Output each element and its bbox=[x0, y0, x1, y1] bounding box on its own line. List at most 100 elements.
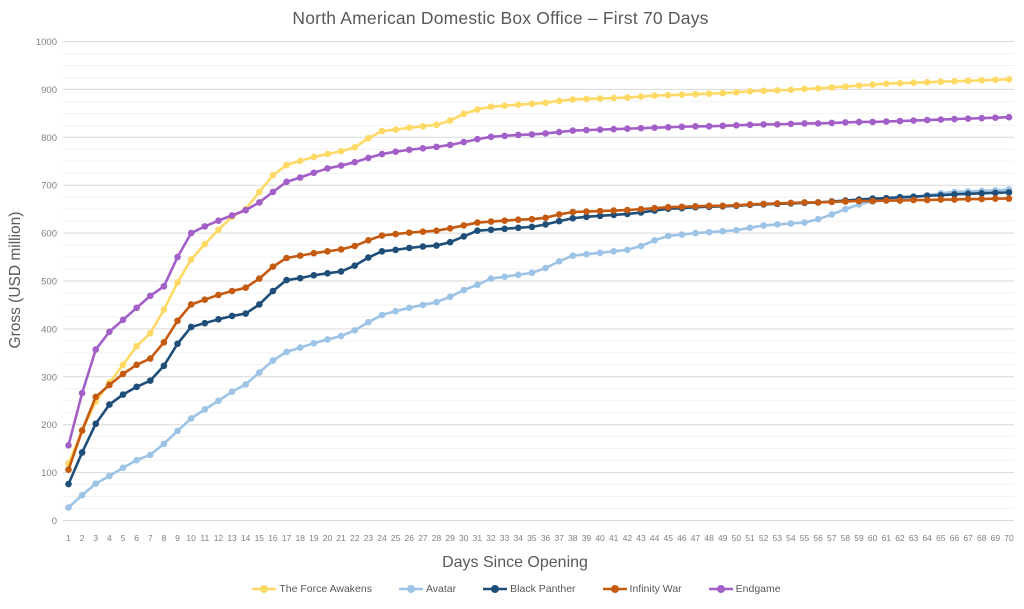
point-infinity-war-day-43 bbox=[637, 205, 645, 213]
point-infinity-war-day-32 bbox=[487, 218, 495, 225]
point-avatar-day-17 bbox=[283, 348, 290, 356]
point-avatar-day-10 bbox=[187, 415, 195, 422]
point-black-panther-day-38 bbox=[569, 214, 577, 222]
x-tick-label: 13 bbox=[227, 533, 237, 543]
point-the-force-awakens-day-62 bbox=[896, 79, 904, 87]
point-infinity-war-day-25 bbox=[392, 230, 399, 238]
point-infinity-war-day-29 bbox=[446, 225, 454, 232]
legend-label-endgame: Endgame bbox=[735, 583, 781, 595]
point-endgame-day-4 bbox=[106, 328, 113, 336]
point-black-panther-day-23 bbox=[365, 254, 372, 261]
x-tick-label: 46 bbox=[677, 533, 687, 543]
point-avatar-day-24 bbox=[378, 311, 386, 319]
point-avatar-day-19 bbox=[310, 339, 318, 347]
point-endgame-day-12 bbox=[215, 217, 222, 224]
x-tick-label: 26 bbox=[405, 533, 415, 543]
point-avatar-day-57 bbox=[828, 211, 836, 218]
point-the-force-awakens-day-59 bbox=[855, 82, 863, 89]
point-endgame-day-22 bbox=[351, 158, 359, 166]
x-tick-label: 11 bbox=[200, 533, 209, 543]
legend-item-black-panther: Black Panther bbox=[482, 583, 576, 595]
point-endgame-day-64 bbox=[923, 116, 931, 124]
point-avatar-day-14 bbox=[242, 381, 249, 388]
point-endgame-day-7 bbox=[146, 292, 154, 300]
point-infinity-war-day-41 bbox=[610, 207, 617, 214]
point-black-panther-day-17 bbox=[283, 276, 290, 284]
point-black-panther-day-14 bbox=[242, 310, 249, 317]
point-the-force-awakens-day-29 bbox=[446, 117, 454, 124]
point-avatar-day-6 bbox=[133, 456, 140, 464]
x-tick-label: 35 bbox=[527, 533, 537, 543]
point-the-force-awakens-day-31 bbox=[474, 106, 481, 113]
point-endgame-day-66 bbox=[951, 115, 958, 123]
legend-label-black-panther: Black Panther bbox=[510, 583, 576, 595]
point-the-force-awakens-day-20 bbox=[324, 150, 331, 158]
point-black-panther-day-1 bbox=[65, 480, 72, 488]
x-tick-label: 37 bbox=[554, 533, 564, 543]
x-tick-label: 52 bbox=[759, 533, 769, 543]
point-endgame-day-43 bbox=[637, 124, 645, 132]
point-endgame-day-32 bbox=[487, 133, 495, 141]
x-axis-ticks: 1 2 3 4 5 6 7 8 9 10 11 12 13 14 15 16 17 18 19 20 21 22 23 24 2… bbox=[66, 533, 1014, 543]
series-line-endgame bbox=[67, 115, 1011, 447]
point-endgame-day-9 bbox=[174, 253, 181, 261]
point-the-force-awakens-day-24 bbox=[378, 127, 386, 135]
point-avatar-day-44 bbox=[651, 236, 658, 244]
x-tick-label: 67 bbox=[963, 533, 973, 543]
point-avatar-day-8 bbox=[160, 440, 168, 448]
point-black-panther-day-31 bbox=[474, 227, 481, 235]
x-tick-label: 18 bbox=[295, 533, 305, 543]
point-avatar-day-32 bbox=[487, 275, 495, 282]
point-black-panther-day-8 bbox=[160, 362, 168, 370]
x-tick-label: 24 bbox=[377, 533, 387, 543]
point-infinity-war-day-65 bbox=[937, 196, 945, 203]
point-infinity-war-day-45 bbox=[664, 203, 672, 211]
point-infinity-war-day-19 bbox=[310, 249, 318, 257]
point-infinity-war-day-46 bbox=[678, 203, 686, 211]
point-infinity-war-day-2 bbox=[78, 427, 86, 434]
x-tick-label: 8 bbox=[162, 533, 167, 543]
point-endgame-day-70 bbox=[1005, 113, 1013, 121]
series-infinity-war bbox=[65, 195, 1013, 474]
point-infinity-war-day-54 bbox=[787, 199, 795, 207]
point-endgame-day-42 bbox=[624, 125, 631, 132]
point-infinity-war-day-62 bbox=[896, 197, 904, 204]
x-tick-label: 27 bbox=[418, 533, 428, 543]
point-endgame-day-1 bbox=[65, 441, 72, 449]
x-tick-label: 10 bbox=[186, 533, 196, 543]
point-black-panther-day-10 bbox=[187, 323, 195, 331]
point-black-panther-day-30 bbox=[460, 233, 468, 240]
point-the-force-awakens-day-40 bbox=[596, 95, 604, 102]
point-avatar-day-13 bbox=[228, 388, 236, 395]
point-infinity-war-day-22 bbox=[351, 242, 359, 250]
x-tick-label: 5 bbox=[121, 533, 126, 543]
x-tick-label: 41 bbox=[609, 533, 619, 543]
point-infinity-war-day-24 bbox=[378, 232, 386, 239]
series-endgame bbox=[65, 113, 1013, 449]
x-tick-label: 39 bbox=[582, 533, 592, 543]
point-endgame-day-16 bbox=[269, 188, 277, 196]
point-black-panther-day-2 bbox=[78, 449, 86, 456]
point-infinity-war-day-44 bbox=[651, 204, 658, 212]
point-avatar-day-11 bbox=[201, 406, 209, 413]
series-line-black-panther bbox=[67, 191, 1011, 486]
point-endgame-day-46 bbox=[678, 123, 686, 131]
point-black-panther-day-3 bbox=[92, 420, 100, 428]
point-avatar-day-47 bbox=[692, 229, 699, 237]
point-endgame-day-11 bbox=[201, 223, 209, 230]
point-avatar-day-22 bbox=[351, 327, 359, 334]
point-endgame-day-13 bbox=[228, 212, 236, 219]
point-the-force-awakens-day-25 bbox=[392, 126, 399, 133]
point-endgame-day-68 bbox=[978, 114, 986, 122]
point-black-panther-day-7 bbox=[146, 377, 154, 384]
point-endgame-day-61 bbox=[883, 118, 890, 125]
x-tick-label: 30 bbox=[459, 533, 469, 543]
point-the-force-awakens-day-64 bbox=[923, 78, 931, 86]
y-tick-label: 700 bbox=[41, 181, 57, 192]
x-tick-label: 53 bbox=[773, 533, 783, 543]
point-endgame-day-21 bbox=[337, 162, 345, 169]
x-tick-label: 60 bbox=[868, 533, 878, 543]
point-endgame-day-41 bbox=[610, 125, 617, 133]
x-tick-label: 3 bbox=[93, 533, 98, 543]
point-endgame-day-28 bbox=[433, 143, 440, 151]
